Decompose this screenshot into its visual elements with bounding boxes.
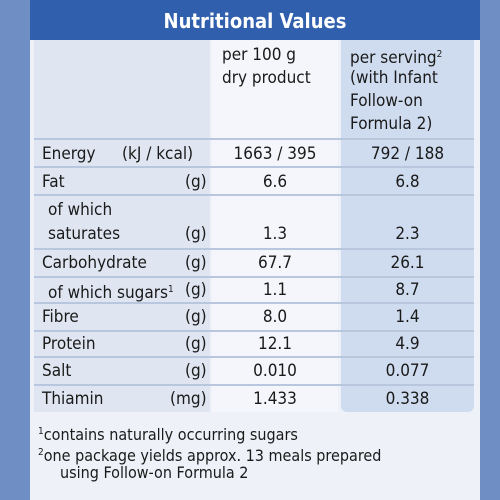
serving-header-line3: Follow-on	[350, 91, 423, 111]
row-sugars-serving: 8.7	[395, 280, 420, 300]
footnote-2-marker: 2	[436, 49, 443, 60]
row-fat-unit: (g)	[185, 172, 207, 192]
row-fibre-label: Fibre	[42, 307, 79, 327]
row-thiamin-label: Thiamin	[42, 389, 104, 409]
per100-header-line2: dry product	[222, 68, 311, 88]
row-fibre-per100: 8.0	[262, 307, 288, 327]
serving-header-line1: per serving2	[350, 48, 443, 68]
row-energy-label: Energy	[42, 144, 96, 164]
row-protein-unit: (g)	[185, 334, 207, 354]
row-protein-label: Protein	[42, 334, 96, 354]
row-carbohydrate-serving: 26.1	[390, 253, 425, 273]
row-divider	[34, 356, 474, 358]
row-carbohydrate-unit: (g)	[185, 253, 207, 273]
row-thiamin-unit: (mg)	[170, 389, 207, 409]
row-protein-serving: 4.9	[395, 334, 420, 354]
per100-header-line1: per 100 g	[222, 45, 297, 65]
table-title: Nutritional Values	[30, 0, 480, 40]
row-fibre-unit: (g)	[185, 307, 207, 327]
per-serving-column	[341, 40, 474, 412]
row-salt-serving: 0.077	[385, 361, 430, 381]
row-carbohydrate-label: Carbohydrate	[42, 253, 147, 273]
row-divider	[34, 276, 474, 278]
row-thiamin-serving: 0.338	[385, 389, 430, 409]
row-saturates-per100: 1.3	[262, 224, 288, 244]
footnote-2-line2: using Follow-on Formula 2	[60, 463, 249, 482]
row-fat-label: Fat	[42, 172, 65, 192]
row-divider	[34, 138, 474, 140]
row-saturates-unit: (g)	[185, 224, 207, 244]
row-sugars-unit: (g)	[185, 280, 207, 300]
row-divider	[34, 248, 474, 250]
footnote-1: 1contains naturally occurring sugars	[38, 425, 298, 444]
row-thiamin-per100: 1.433	[253, 389, 297, 409]
row-salt-per100: 0.010	[253, 361, 297, 381]
row-carbohydrate-per100: 67.7	[257, 253, 293, 273]
row-divider	[34, 384, 474, 386]
row-sugars-per100: 1.1	[262, 280, 288, 300]
per-100g-column	[212, 40, 338, 412]
nutrient-label-column	[34, 40, 210, 412]
serving-header-line4: Formula 2)	[350, 114, 433, 134]
row-protein-per100: 12.1	[257, 334, 293, 354]
row-divider	[34, 302, 474, 304]
row-salt-label: Salt	[42, 361, 72, 381]
row-fibre-serving: 1.4	[395, 307, 420, 327]
row-energy-serving: 792 / 188	[370, 144, 445, 164]
row-divider	[34, 194, 474, 196]
row-divider	[34, 166, 474, 168]
row-energy-per100: 1663 / 395	[233, 144, 317, 164]
row-fat-per100: 6.6	[262, 172, 288, 192]
serving-header-line2: (with Infant	[350, 68, 438, 88]
footnote-2-line1: 2one package yields approx. 13 meals pre…	[38, 446, 382, 465]
row-saturates-label-line2: saturates	[48, 224, 121, 244]
row-saturates-serving: 2.3	[395, 224, 420, 244]
row-fat-serving: 6.8	[395, 172, 420, 192]
row-salt-unit: (g)	[185, 361, 207, 381]
row-sugars-label: of which sugars1	[48, 283, 174, 303]
footnote-1-marker: 1	[168, 284, 174, 295]
row-saturates-label-line1: of which	[48, 200, 113, 220]
row-energy-unit: (kJ / kcal)	[122, 144, 194, 164]
row-divider	[34, 330, 474, 332]
